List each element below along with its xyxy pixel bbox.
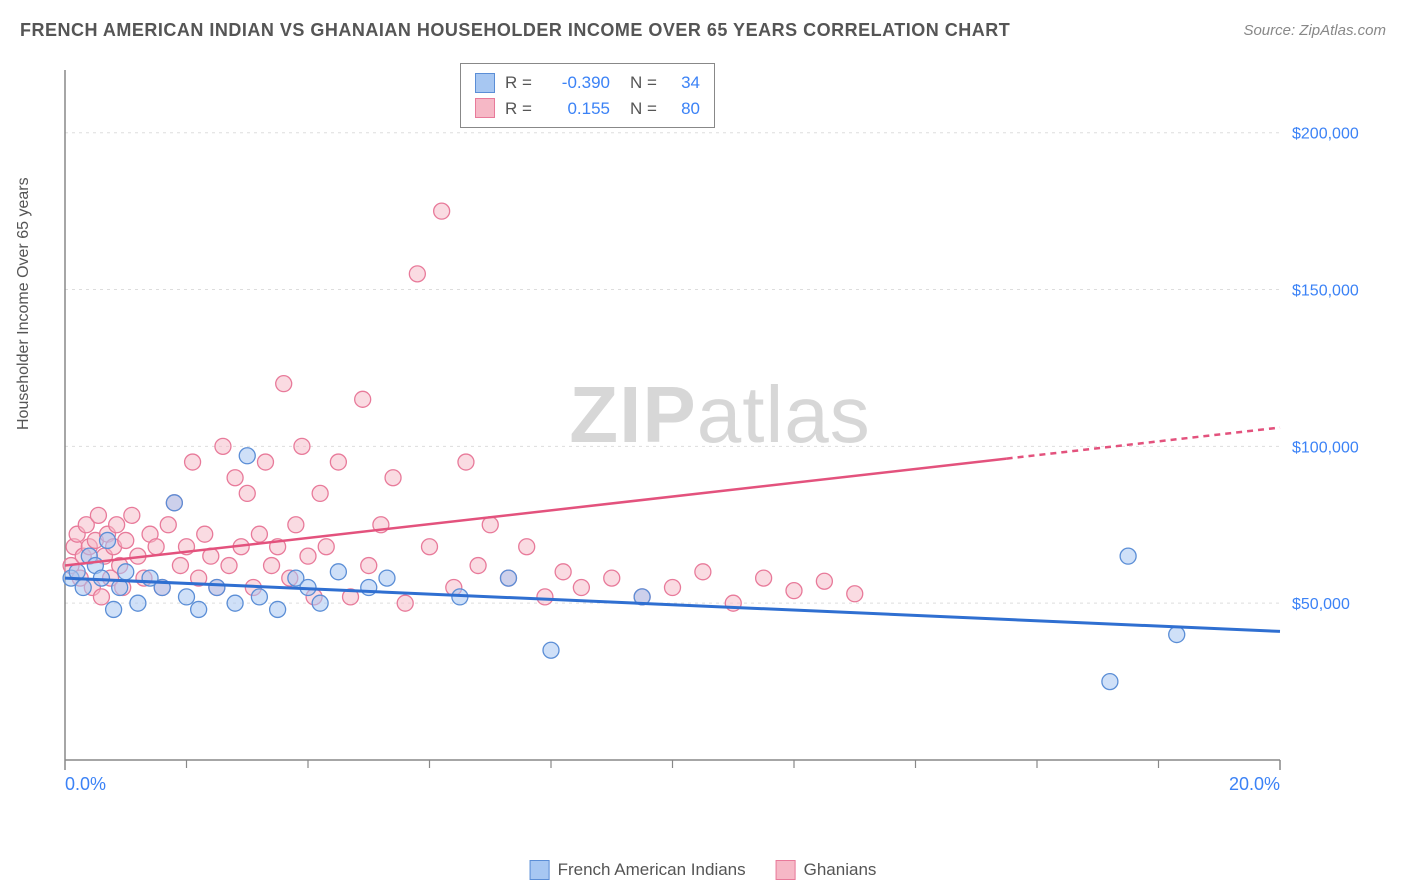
chart-title: FRENCH AMERICAN INDIAN VS GHANAIAN HOUSE… (20, 20, 1010, 41)
svg-text:20.0%: 20.0% (1229, 774, 1280, 794)
series-legend: French American Indians Ghanians (530, 860, 877, 880)
svg-text:$200,000: $200,000 (1292, 126, 1359, 143)
legend-swatch-icon (475, 73, 495, 93)
chart-header: FRENCH AMERICAN INDIAN VS GHANAIAN HOUSE… (20, 20, 1386, 41)
legend-swatch-icon (475, 98, 495, 118)
chart-area: $50,000 $100,000 $150,000 $200,000 0.0% 20.0%… (60, 60, 1380, 800)
correlation-legend: R = -0.390 N = 34 R = 0.155 N = 80 (460, 63, 715, 128)
scatter-plot: $50,000 $100,000 $150,000 $200,000 0.0% 20.0% (60, 60, 1380, 800)
legend-swatch-icon (776, 860, 796, 880)
svg-text:0.0%: 0.0% (65, 774, 106, 794)
legend-item-0: French American Indians (530, 860, 746, 880)
legend-row-series-0: R = -0.390 N = 34 (475, 70, 700, 96)
svg-text:$50,000: $50,000 (1292, 596, 1350, 613)
svg-text:$100,000: $100,000 (1292, 439, 1359, 456)
legend-row-series-1: R = 0.155 N = 80 (475, 96, 700, 122)
svg-text:$150,000: $150,000 (1292, 283, 1359, 300)
y-axis-label: Householder Income Over 65 years (15, 177, 33, 430)
legend-item-1: Ghanians (776, 860, 877, 880)
chart-source: Source: ZipAtlas.com (1243, 22, 1386, 39)
legend-swatch-icon (530, 860, 550, 880)
